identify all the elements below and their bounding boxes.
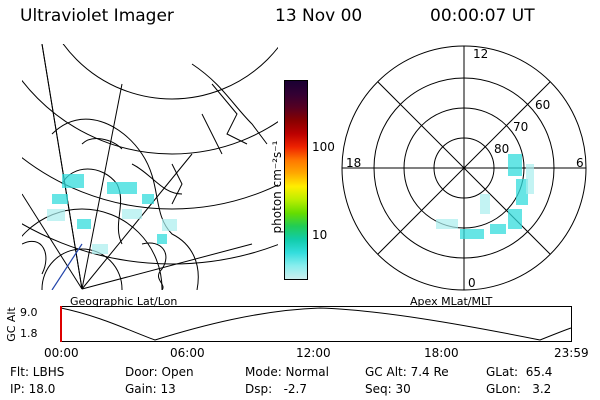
colorbar-tick-100: 100 [312, 140, 335, 154]
status-door: Door: Open [125, 365, 194, 379]
mlt-label-6: 6 [576, 156, 584, 170]
timeline-tick-0000: 00:00 [44, 346, 79, 360]
timeline-tick-2359: 23:59 [554, 346, 589, 360]
instrument-title: Ultraviolet Imager [20, 6, 174, 26]
lat-label-80: 80 [494, 142, 510, 156]
status-dsp: Dsp: -2.7 [245, 382, 308, 396]
timeline-ylabel: GC Alt [4, 307, 18, 342]
colorbar-unit-label: photon cm⁻²s⁻¹ [270, 140, 284, 234]
geographic-map [22, 44, 278, 290]
date-label: 13 Nov 00 [275, 6, 363, 26]
status-glon: GLon: 3.2 [486, 382, 552, 396]
status-glat: GLat: 65.4 [486, 365, 553, 379]
status-flt: Flt: LBHS [10, 365, 65, 379]
lat-label-70: 70 [513, 120, 529, 134]
geographic-caption: Geographic Lat/Lon [70, 295, 178, 308]
mlt-label-18: 18 [346, 156, 362, 170]
colorbar [284, 80, 308, 280]
colorbar-tick-10: 10 [312, 228, 328, 242]
time-label: 00:00:07 UT [430, 6, 535, 26]
lat-label-60: 60 [535, 98, 551, 112]
mlt-label-0: 0 [468, 276, 476, 290]
altitude-timeline [60, 306, 572, 342]
status-ip: IP: 18.0 [10, 382, 56, 396]
apex-caption: Apex MLat/MLT [410, 295, 493, 308]
timeline-tick-1800: 18:00 [424, 346, 459, 360]
status-gcalt: GC Alt: 7.4 Re [365, 365, 449, 379]
status-gain: Gain: 13 [125, 382, 176, 396]
status-seq: Seq: 30 [365, 382, 411, 396]
mlt-label-12: 12 [473, 47, 489, 61]
polar-plot [341, 45, 587, 291]
timeline-tick-1200: 12:00 [296, 346, 331, 360]
timeline-ymax: 9.0 [20, 306, 38, 319]
timeline-ymin: 1.8 [20, 327, 38, 340]
timeline-tick-0600: 06:00 [170, 346, 205, 360]
status-mode: Mode: Normal [245, 365, 329, 379]
